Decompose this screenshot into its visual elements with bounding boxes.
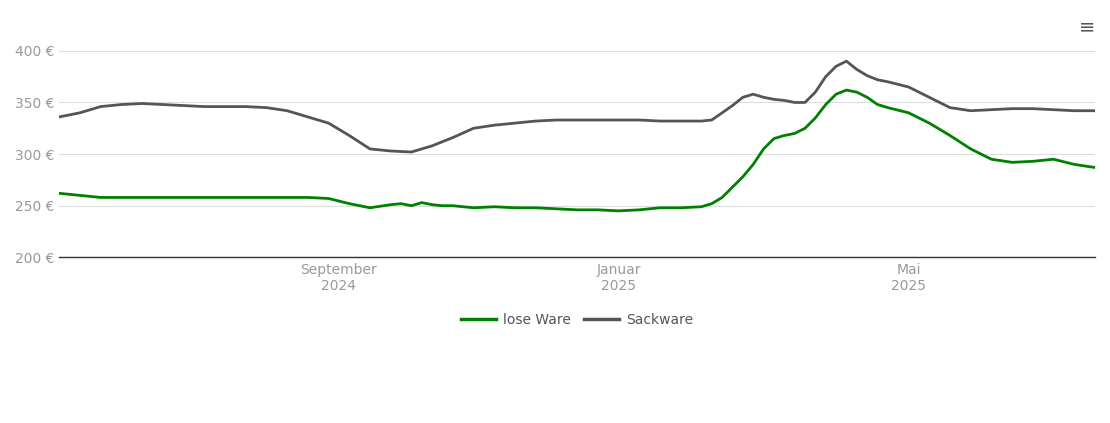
Text: ≡: ≡ xyxy=(1079,17,1094,36)
Legend: lose Ware, Sackware: lose Ware, Sackware xyxy=(455,308,699,333)
